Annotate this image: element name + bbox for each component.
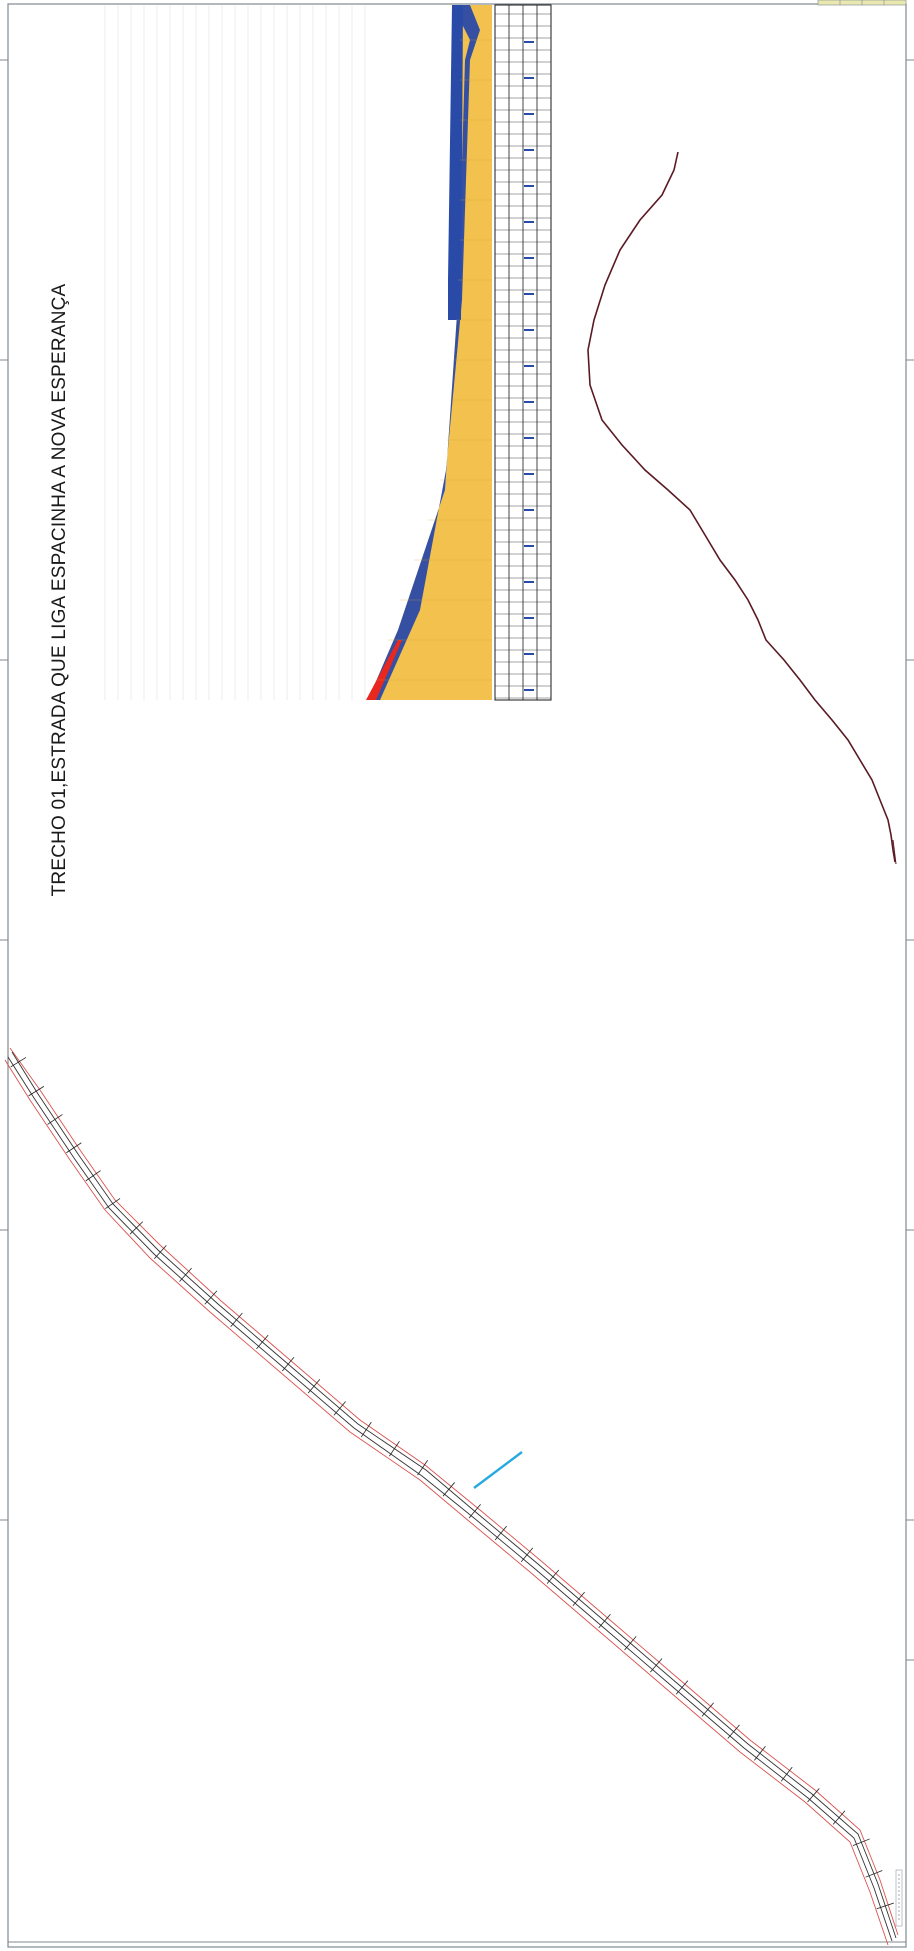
station-tick	[417, 1460, 428, 1476]
table-cell-mark	[524, 401, 534, 403]
table-cell-mark	[524, 437, 534, 439]
station-tick	[624, 1636, 637, 1651]
table-cell-mark	[524, 257, 534, 259]
table-cell-mark	[524, 221, 534, 223]
station-tick	[47, 1114, 63, 1125]
road-station-ticks	[10, 1057, 894, 1910]
table-cell-mark	[524, 185, 534, 187]
table-cell-mark	[524, 293, 534, 295]
station-tick	[256, 1334, 269, 1350]
terrain-endpoint-tick	[892, 839, 897, 865]
station-tick	[650, 1658, 663, 1673]
edge-ticks	[0, 59, 914, 1661]
station-tick	[442, 1482, 455, 1497]
profile-yellow-fill	[368, 5, 492, 700]
station-tick	[807, 1788, 820, 1803]
station-tick	[230, 1312, 243, 1327]
station-tick	[675, 1680, 689, 1695]
table-cell-mark	[524, 689, 534, 691]
title-region: TRECHO 01,ESTRADA QUE LIGA ESPACINHA A N…	[40, 230, 80, 950]
terrain-profile-line	[587, 151, 896, 863]
profile-red-wedge	[366, 640, 402, 700]
station-tick	[360, 1421, 372, 1438]
station-tick	[754, 1745, 766, 1761]
corner-legend	[895, 1869, 903, 1927]
title-block	[817, 0, 907, 6]
table-cell-mark	[524, 77, 534, 79]
station-tick	[105, 1198, 121, 1210]
table-cell-mark	[524, 617, 534, 619]
station-tick	[153, 1245, 167, 1260]
profile-data-table	[494, 4, 552, 701]
station-tick	[876, 1902, 894, 1910]
station-tick	[598, 1613, 611, 1629]
station-tick	[546, 1569, 560, 1584]
station-tick	[852, 1838, 870, 1846]
station-tick	[307, 1379, 321, 1394]
station-tick	[727, 1724, 740, 1739]
station-tick	[832, 1810, 846, 1825]
blue-marker	[473, 1451, 523, 1489]
station-tick	[66, 1142, 82, 1154]
profile-blue-top	[440, 5, 463, 320]
road-edge-left	[9, 1047, 899, 1936]
table-cell-mark	[524, 329, 534, 331]
table-cell-mark	[524, 653, 534, 655]
road-edge-right	[4, 1059, 889, 1946]
station-tick	[389, 1440, 400, 1457]
station-tick	[520, 1547, 534, 1563]
table-cell-mark	[524, 365, 534, 367]
table-cell-mark	[524, 149, 534, 151]
table-cell-mark	[524, 509, 534, 511]
road-carriageway-1	[11, 1051, 897, 1939]
table-cell-mark	[524, 545, 534, 547]
profile-table-rows	[495, 13, 551, 699]
station-tick	[494, 1525, 507, 1541]
station-tick	[204, 1290, 218, 1305]
station-tick	[701, 1702, 714, 1717]
station-tick	[129, 1221, 144, 1235]
station-tick	[780, 1766, 793, 1782]
profile-grid	[104, 5, 366, 700]
table-cell-mark	[524, 581, 534, 583]
station-tick	[281, 1357, 295, 1372]
drawing-title: TRECHO 01,ESTRADA QUE LIGA ESPACINHA A N…	[49, 283, 70, 897]
station-tick	[468, 1504, 481, 1519]
station-tick	[85, 1170, 101, 1182]
table-cell-mark	[524, 473, 534, 475]
station-tick	[333, 1401, 346, 1416]
station-tick	[179, 1267, 192, 1282]
station-tick	[10, 1057, 27, 1068]
profile-blue-band	[368, 5, 480, 700]
table-cell-mark	[524, 113, 534, 115]
profile-yellow-hatch	[376, 39, 492, 681]
station-tick	[865, 1870, 883, 1878]
table-cell-mark	[524, 41, 534, 43]
road-carriageway-2	[7, 1056, 893, 1942]
station-tick	[572, 1591, 585, 1607]
sheet-border	[7, 3, 907, 1948]
station-tick	[28, 1086, 45, 1097]
